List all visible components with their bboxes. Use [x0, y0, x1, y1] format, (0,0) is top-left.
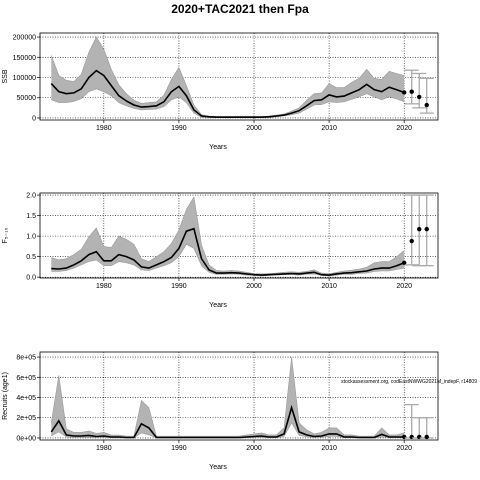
x-tick-label: 2000: [246, 283, 262, 290]
y-tick-label: 200000: [13, 35, 36, 42]
confidence-band: [51, 197, 405, 276]
main-title: 2020+TAC2021 then Fpa: [171, 2, 309, 16]
x-tick-label: 1980: [96, 125, 112, 132]
y-tick-label: 4e+05: [16, 395, 36, 402]
y-tick-label: 0.0: [26, 275, 36, 282]
y-tick-label: 8e+05: [16, 355, 36, 362]
y-tick-label: 0e+00: [16, 435, 36, 442]
panel-ssb: 1980 1990 2000 2010 2020 0 50000 100000 150000 20…: [2, 32, 439, 151]
x-axis-label: Years: [209, 464, 227, 471]
upper-bound-line: [51, 196, 405, 275]
estimate-point-last: [402, 260, 407, 266]
x-tick-label: 1980: [96, 283, 112, 290]
y-tick-label: 150000: [13, 55, 36, 62]
x-tick-label: 2020: [396, 125, 412, 132]
plot-frame: [39, 32, 439, 121]
x-tick-label: 2010: [321, 283, 337, 290]
plot-frame: [39, 192, 439, 279]
y-tick-label: 1.5: [26, 213, 36, 220]
panel-recruits: 1980 1990 2000 2010 2020 0e+00 2e+05 4e+05 6e+05…: [2, 351, 439, 471]
x-axis-label: Years: [209, 302, 227, 309]
forecast-point: [424, 434, 429, 440]
upper-bound-line: [51, 357, 405, 437]
panel-fbar: 1980 1990 2000 2010 2020 0.0 0.5 1.0 1.5 2.0 Years…: [2, 192, 439, 309]
forecast-point: [409, 238, 414, 244]
x-tick-label: 1980: [96, 445, 112, 452]
estimate-line: [50, 69, 405, 118]
y-axis-label: SSB: [2, 69, 9, 83]
y-tick-label: 0: [32, 115, 36, 122]
x-tick-label: 1990: [171, 125, 187, 132]
x-tick-label: 1990: [171, 283, 187, 290]
x-tick-label: 2020: [396, 283, 412, 290]
y-tick-label: 100000: [13, 75, 36, 82]
watermark-text: stockassessment.org, codEastNWWG2021M_in…: [341, 379, 477, 385]
confidence-band: [51, 37, 405, 118]
x-axis-label: Years: [209, 144, 227, 151]
x-tick-label: 2000: [246, 445, 262, 452]
y-tick-label: 0.5: [26, 254, 36, 261]
estimate-line: [51, 227, 405, 276]
x-tick-label: 2010: [321, 125, 337, 132]
x-tick-label: 2010: [321, 445, 337, 452]
y-axis-label: F₅₋₁₀: [2, 227, 9, 243]
confidence-band: [51, 357, 405, 438]
y-tick-label: 2e+05: [16, 415, 36, 422]
x-tick-label: 2000: [246, 125, 262, 132]
y-axis-label: Recruits (age1): [2, 372, 9, 420]
forecast-point: [417, 226, 422, 232]
x-tick-label: 1990: [171, 445, 187, 452]
y-tick-label: 2.0: [26, 193, 36, 200]
forecast-point: [424, 226, 429, 232]
y-tick-label: 6e+05: [16, 375, 36, 382]
forecast-point: [409, 89, 414, 94]
estimate-line: [50, 404, 405, 439]
estimate-point-last: [402, 90, 407, 95]
y-tick-label: 50000: [17, 95, 37, 102]
forecast-point: [424, 102, 429, 108]
lower-bound-line: [51, 243, 405, 277]
y-tick-label: 1.0: [26, 234, 36, 241]
plot-frame: [39, 351, 439, 441]
forecast-point: [417, 94, 422, 100]
x-tick-label: 2020: [396, 445, 412, 452]
